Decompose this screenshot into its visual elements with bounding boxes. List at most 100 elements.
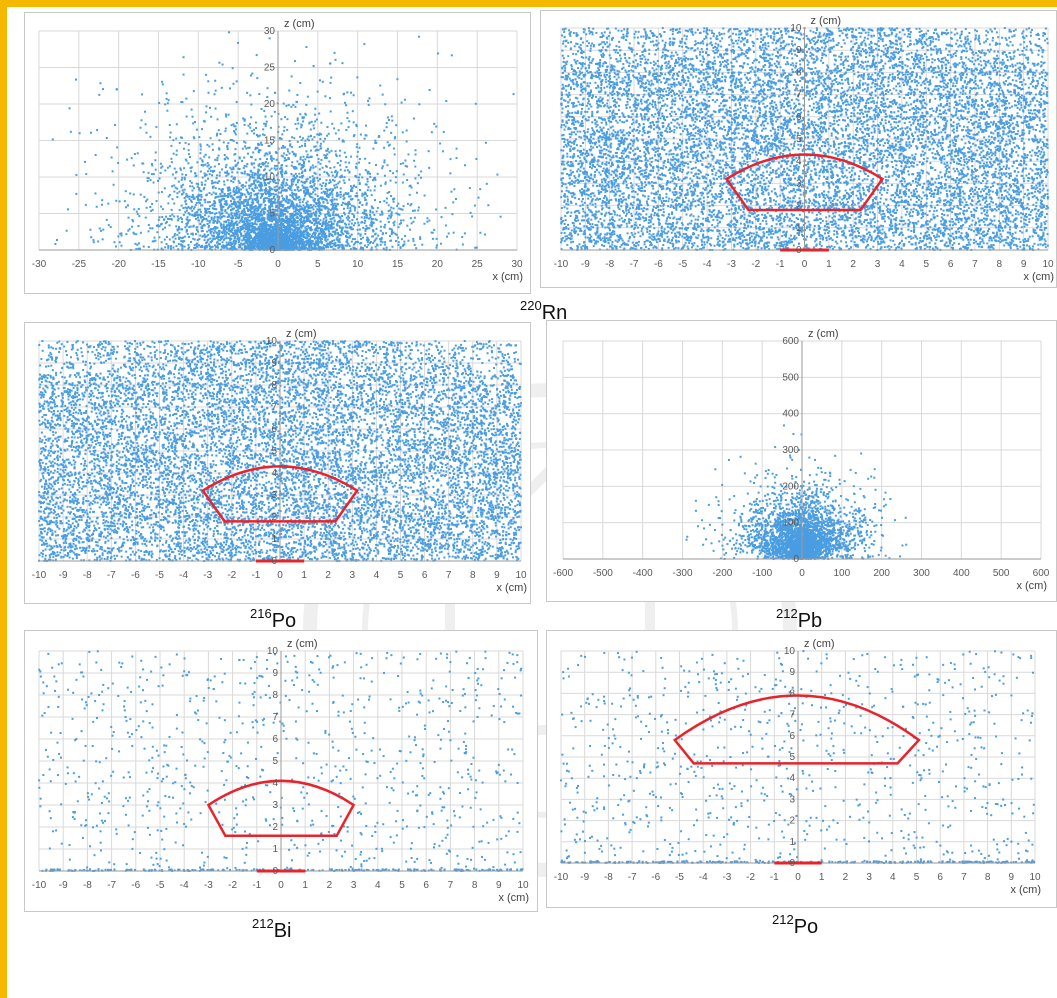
data-point (304, 229, 307, 232)
data-point (173, 184, 176, 187)
data-point (339, 168, 342, 171)
data-point (168, 238, 171, 241)
data-point (292, 217, 295, 220)
data-point (206, 170, 209, 173)
data-point (127, 229, 130, 232)
data-point (342, 93, 345, 96)
data-point (284, 246, 287, 249)
data-point (358, 146, 361, 149)
data-point (369, 224, 372, 227)
data-point (431, 237, 434, 240)
data-point (175, 225, 178, 228)
data-point (350, 91, 353, 94)
data-point (181, 189, 184, 192)
data-point (264, 222, 267, 225)
data-point (158, 236, 161, 239)
data-point (176, 229, 179, 232)
data-point (146, 198, 149, 201)
data-point (233, 212, 236, 215)
data-point (335, 207, 338, 210)
data-point (255, 207, 258, 210)
data-point (328, 230, 331, 233)
data-point (135, 248, 138, 251)
data-point (182, 191, 185, 194)
data-point (270, 157, 273, 160)
data-point (318, 204, 321, 207)
data-point (300, 232, 303, 235)
data-point (316, 222, 319, 225)
data-point (444, 206, 447, 209)
data-point (322, 230, 325, 233)
data-point (213, 229, 216, 232)
data-point (341, 228, 344, 231)
data-point (211, 170, 214, 173)
data-point (238, 246, 241, 249)
data-point (340, 227, 343, 230)
data-point (208, 156, 211, 159)
data-point (274, 164, 277, 167)
data-point (210, 218, 213, 221)
data-point (229, 241, 232, 244)
data-point (331, 223, 334, 226)
data-point (388, 191, 391, 194)
data-point (243, 211, 246, 214)
data-point (333, 244, 336, 247)
data-point (261, 193, 264, 196)
data-point (320, 196, 323, 199)
data-point (249, 213, 252, 216)
data-point (147, 230, 150, 233)
data-point (484, 233, 487, 236)
data-point (233, 223, 236, 226)
data-point (289, 188, 292, 191)
data-point (295, 205, 298, 208)
data-point (283, 116, 286, 119)
data-point (356, 155, 359, 158)
data-point (305, 103, 308, 106)
data-point (216, 181, 219, 184)
data-point (351, 212, 354, 215)
data-point (245, 236, 248, 239)
data-point (249, 222, 252, 225)
data-point (328, 220, 331, 223)
data-point (375, 227, 378, 230)
data-point (350, 226, 353, 229)
data-point (407, 153, 410, 156)
data-point (214, 196, 217, 199)
data-point (151, 240, 154, 243)
data-point (238, 214, 241, 217)
data-point (326, 242, 329, 245)
data-point (391, 245, 394, 248)
data-point (147, 171, 150, 174)
data-point (102, 228, 105, 231)
data-point (308, 246, 311, 249)
data-point (272, 192, 275, 195)
data-point (266, 227, 269, 230)
data-point (383, 129, 386, 132)
data-point (381, 213, 384, 216)
data-point (275, 174, 278, 177)
data-point (335, 155, 338, 158)
data-point (298, 226, 301, 229)
data-point (268, 228, 271, 231)
data-point (305, 229, 308, 232)
data-point (331, 242, 334, 245)
data-point (437, 52, 440, 55)
data-point (413, 159, 416, 162)
data-point (281, 212, 284, 215)
data-point (263, 245, 266, 248)
data-point (306, 228, 309, 231)
data-point (153, 236, 156, 239)
data-point (253, 231, 256, 234)
data-point (333, 179, 336, 182)
data-point (276, 234, 279, 237)
data-point (240, 210, 243, 213)
data-point (227, 113, 230, 116)
data-point (314, 172, 317, 175)
data-point (315, 247, 318, 250)
data-point (349, 185, 352, 188)
data-point (222, 235, 225, 238)
data-point (294, 206, 297, 209)
data-point (281, 243, 284, 246)
data-point (368, 227, 371, 230)
data-point (180, 244, 183, 247)
